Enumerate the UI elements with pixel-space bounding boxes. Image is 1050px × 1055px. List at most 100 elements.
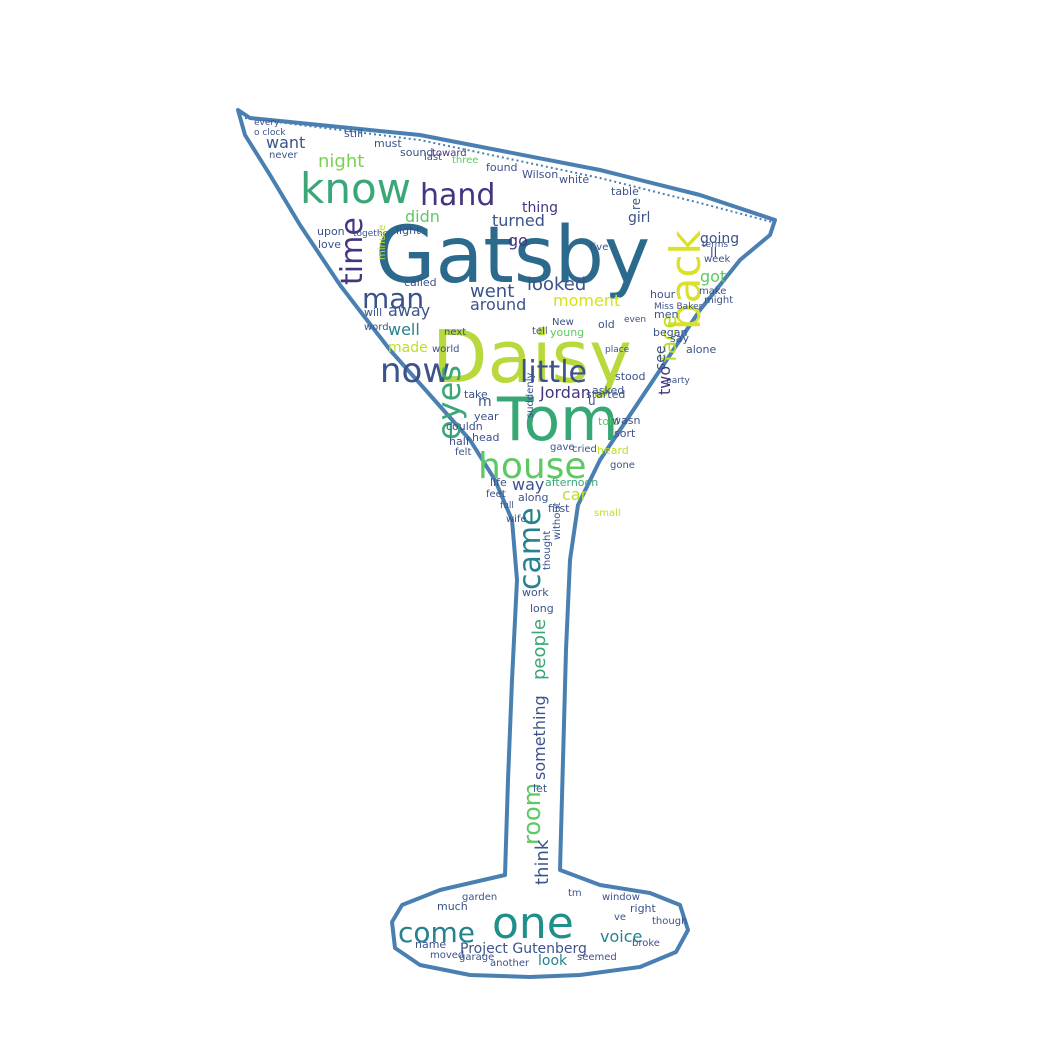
word-full: full: [500, 501, 514, 511]
word-went: went: [470, 281, 514, 302]
word-little: little: [520, 355, 587, 390]
glass-rim-line: [244, 117, 773, 223]
word-know: know: [300, 164, 411, 213]
word-name: name: [415, 938, 446, 951]
word-love: love: [318, 238, 341, 251]
word-party: party: [666, 376, 690, 386]
word-stood: stood: [615, 370, 646, 383]
word-miss-baker: Miss Baker: [654, 302, 703, 312]
word-life: life: [490, 476, 507, 489]
word-felt: felt: [455, 447, 471, 458]
word-afternoon: afternoon: [545, 476, 598, 489]
word-never: never: [269, 150, 299, 161]
word-feet: feet: [486, 489, 506, 500]
word-time: time: [335, 217, 370, 285]
word-word: word: [364, 322, 389, 333]
word-light: light: [396, 224, 421, 237]
word-m: m: [478, 394, 492, 410]
word-look: look: [538, 953, 568, 969]
word-first: first: [548, 502, 570, 515]
word-well: well: [388, 320, 420, 339]
word-told: told: [598, 415, 619, 428]
word-began: began: [653, 326, 687, 339]
word-garden: garden: [462, 892, 497, 903]
word-minute: minute: [377, 225, 388, 260]
word-week: week: [704, 254, 730, 265]
word-wasn: wasn: [612, 414, 640, 427]
word-asked: asked: [592, 384, 624, 397]
word-long: long: [530, 602, 554, 615]
word-night: night: [318, 151, 364, 172]
word-back: back: [661, 230, 710, 330]
glass-outline: [236, 108, 777, 979]
word-one: one: [492, 898, 574, 949]
word-new: New: [552, 317, 574, 328]
word-gave: gave: [550, 442, 575, 453]
word-next: next: [444, 327, 466, 338]
word-table: table: [611, 185, 639, 198]
word-ll: ll: [710, 246, 717, 261]
word-must: must: [374, 137, 402, 150]
word-suddenly: suddenly: [525, 372, 536, 418]
word-much: much: [437, 900, 468, 913]
word-wilson: Wilson: [522, 168, 558, 181]
word-toward: toward: [432, 148, 467, 159]
word-last: last: [424, 152, 442, 163]
word-alone: alone: [686, 343, 716, 356]
word-without: without: [552, 502, 563, 540]
word-upon: upon: [317, 225, 345, 238]
word-sound: sound: [400, 146, 433, 159]
word-right: right: [630, 902, 657, 915]
word-still: still: [344, 127, 363, 140]
word-year: year: [474, 410, 499, 423]
word-way: way: [512, 475, 544, 494]
word-though: though: [652, 916, 687, 927]
word-car: car: [562, 485, 588, 504]
word-two: two: [655, 366, 674, 395]
word-tom: Tom: [496, 385, 619, 455]
word-started: started: [586, 388, 625, 401]
word-u: u: [588, 394, 596, 408]
word-heard: heard: [597, 444, 629, 457]
word-go: go: [508, 231, 528, 250]
word-work: work: [522, 586, 549, 599]
word-voice: voice: [600, 927, 642, 946]
word-world: world: [432, 344, 460, 355]
word-see: see: [653, 345, 669, 370]
word-man: man: [362, 282, 424, 315]
word-head: head: [472, 431, 499, 444]
word-white: white: [559, 173, 589, 186]
word-five: five: [590, 242, 608, 253]
word-eyes: eyes: [430, 365, 468, 440]
word-moved: moved: [430, 950, 464, 961]
word-people: people: [529, 619, 550, 680]
word-found: found: [486, 161, 518, 174]
word-looked: looked: [527, 274, 586, 295]
word-three: three: [452, 155, 478, 166]
word-thought: thought: [542, 531, 553, 570]
word-want: want: [266, 133, 305, 152]
word-turned: turned: [492, 211, 545, 230]
word-jordan: Jordan: [539, 383, 591, 402]
word-going: going: [700, 231, 739, 247]
word-girl: girl: [628, 210, 650, 226]
word-made: made: [388, 340, 428, 356]
word-another: another: [490, 958, 530, 969]
word-gatsby: Gatsby: [375, 211, 650, 301]
word-face: face: [657, 315, 682, 362]
word-hour: hour: [650, 288, 676, 301]
word-hand: hand: [420, 178, 495, 213]
word-something: something: [530, 695, 549, 780]
word-seemed: seemed: [577, 952, 617, 963]
word-garage: garage: [459, 952, 494, 963]
word-cried: cried: [572, 444, 597, 455]
word-place: place: [605, 345, 630, 355]
word-came: came: [513, 507, 548, 590]
word-together: together: [353, 229, 392, 239]
word-gone: gone: [610, 460, 635, 471]
word-say: say: [670, 332, 689, 345]
word-sort: sort: [614, 427, 636, 440]
word-away: away: [388, 301, 430, 320]
word-small: small: [594, 508, 621, 519]
